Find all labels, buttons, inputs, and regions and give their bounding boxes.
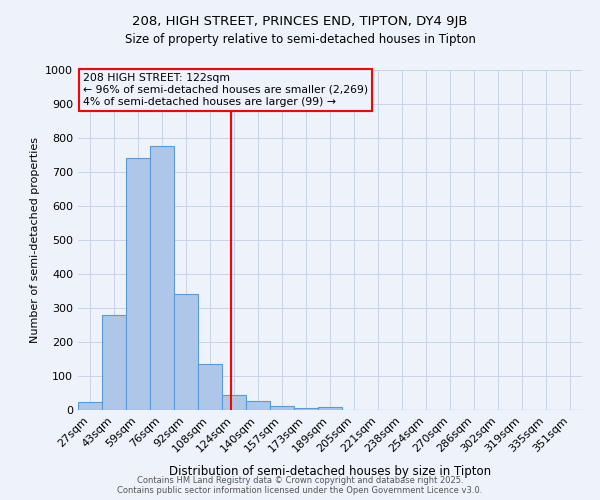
Y-axis label: Number of semi-detached properties: Number of semi-detached properties xyxy=(29,137,40,343)
Bar xyxy=(102,315,126,410)
Text: Contains HM Land Registry data © Crown copyright and database right 2025.
Contai: Contains HM Land Registry data © Crown c… xyxy=(118,476,482,495)
Text: 208, HIGH STREET, PRINCES END, TIPTON, DY4 9JB: 208, HIGH STREET, PRINCES END, TIPTON, D… xyxy=(132,15,468,28)
Text: Size of property relative to semi-detached houses in Tipton: Size of property relative to semi-detach… xyxy=(125,32,475,46)
Bar xyxy=(294,408,318,410)
Bar xyxy=(126,158,150,410)
Bar xyxy=(150,146,174,410)
Bar xyxy=(270,406,294,410)
Bar xyxy=(318,406,342,410)
Bar xyxy=(198,364,222,410)
Bar xyxy=(174,294,198,410)
X-axis label: Distribution of semi-detached houses by size in Tipton: Distribution of semi-detached houses by … xyxy=(169,465,491,478)
Bar xyxy=(246,401,270,410)
Text: 208 HIGH STREET: 122sqm
← 96% of semi-detached houses are smaller (2,269)
4% of : 208 HIGH STREET: 122sqm ← 96% of semi-de… xyxy=(83,74,368,106)
Bar xyxy=(78,402,102,410)
Bar xyxy=(222,394,246,410)
